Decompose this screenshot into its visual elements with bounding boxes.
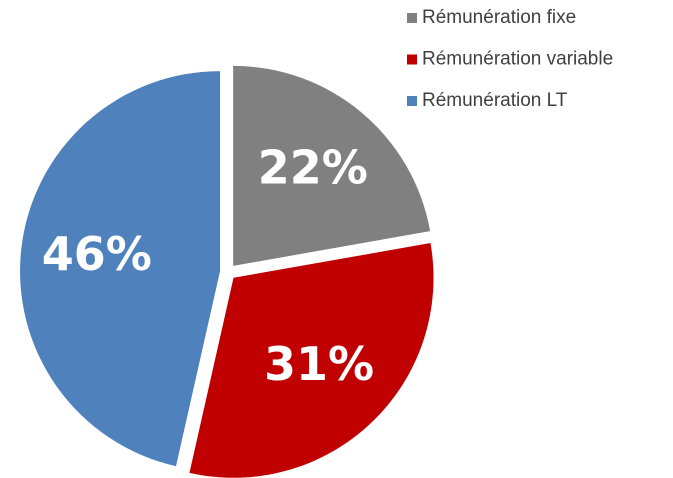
legend-swatch <box>407 54 417 65</box>
legend-swatch <box>407 13 417 23</box>
legend-swatch <box>407 96 417 106</box>
pie-slice <box>189 243 434 478</box>
pie-slice <box>20 71 221 467</box>
value-label: 22% <box>258 140 368 194</box>
legend-text: Rémunération LT <box>422 90 568 111</box>
legend-text: Rémunération fixe <box>422 7 576 28</box>
value-label: 31% <box>264 337 374 391</box>
value-label: 46% <box>42 227 152 281</box>
pie-slice <box>233 65 431 266</box>
legend-text: Rémunération variable <box>422 49 613 70</box>
